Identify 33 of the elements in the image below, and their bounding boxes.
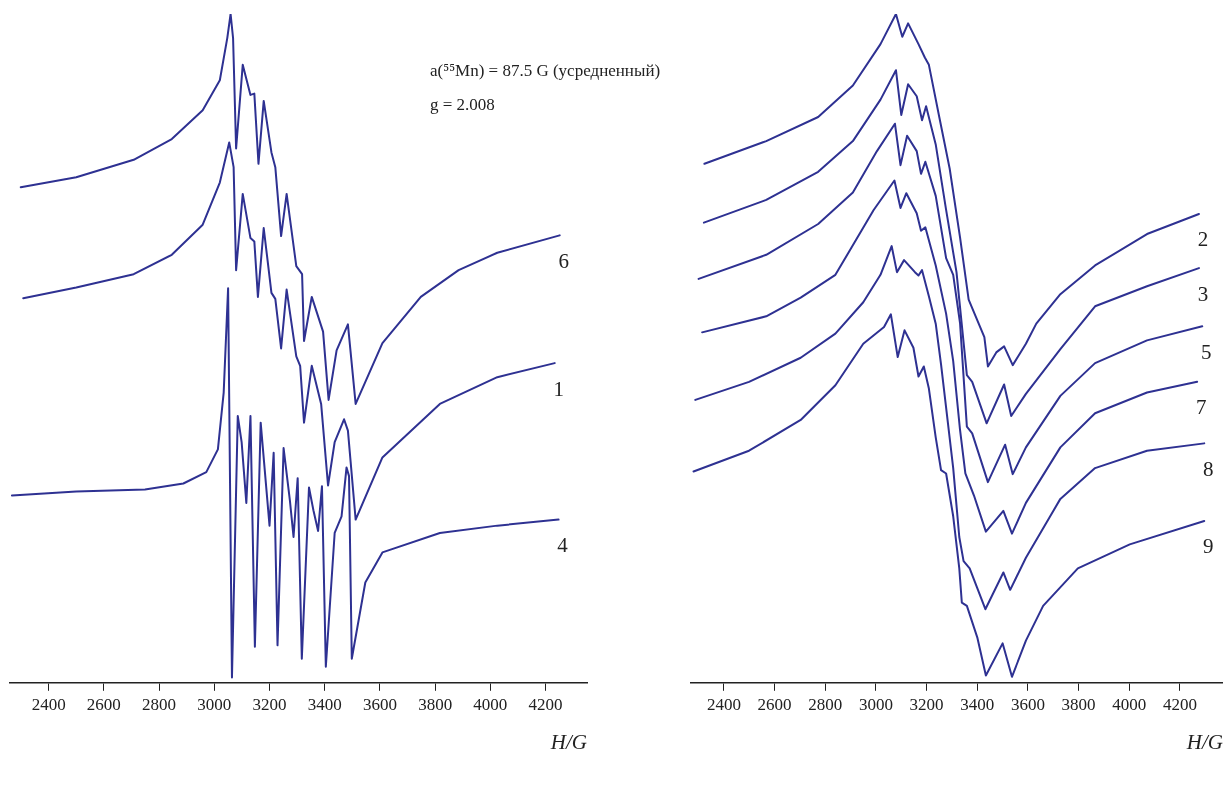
series-label: 1 xyxy=(553,376,564,401)
x-tick-label: 3800 xyxy=(418,694,453,714)
x-tick-label: 3000 xyxy=(197,694,232,714)
x-axis-title: H/G xyxy=(549,729,587,754)
x-tick-label: 3600 xyxy=(1010,694,1045,714)
x-tick-label: 2600 xyxy=(757,694,792,714)
annotation: a(⁵⁵Mn) = 87.5 G (усредненный) xyxy=(430,60,661,82)
x-tick-label: 3800 xyxy=(1061,694,1096,714)
x-tick-label: 2600 xyxy=(86,694,121,714)
x-tick-label: 3400 xyxy=(960,694,995,714)
x-tick-label: 3000 xyxy=(858,694,893,714)
series-label: 3 xyxy=(1197,281,1209,306)
x-tick-label: 3400 xyxy=(307,694,342,714)
x-tick-label: 4000 xyxy=(473,694,508,714)
x-tick-label: 2800 xyxy=(808,694,843,714)
series-label: 5 xyxy=(1200,339,1212,364)
series-label: 8 xyxy=(1203,456,1214,481)
series-label: 2 xyxy=(1197,227,1209,252)
x-tick-label: 2400 xyxy=(31,694,66,714)
x-tick-label: 4200 xyxy=(1162,694,1197,714)
series-label: 9 xyxy=(1203,534,1214,559)
series-label: 6 xyxy=(558,248,569,273)
x-tick-label: 3600 xyxy=(362,694,397,714)
x-axis-title: H/G xyxy=(1185,729,1223,754)
x-tick-label: 4000 xyxy=(1112,694,1147,714)
annotation: g = 2.008 xyxy=(430,94,495,116)
x-tick-label: 3200 xyxy=(252,694,287,714)
x-tick-label: 2400 xyxy=(706,694,741,714)
series-label: 7 xyxy=(1195,395,1207,420)
x-tick-label: 4200 xyxy=(528,694,563,714)
x-tick-label: 2800 xyxy=(142,694,177,714)
series-label: 4 xyxy=(557,533,569,558)
x-tick-label: 3200 xyxy=(909,694,944,714)
